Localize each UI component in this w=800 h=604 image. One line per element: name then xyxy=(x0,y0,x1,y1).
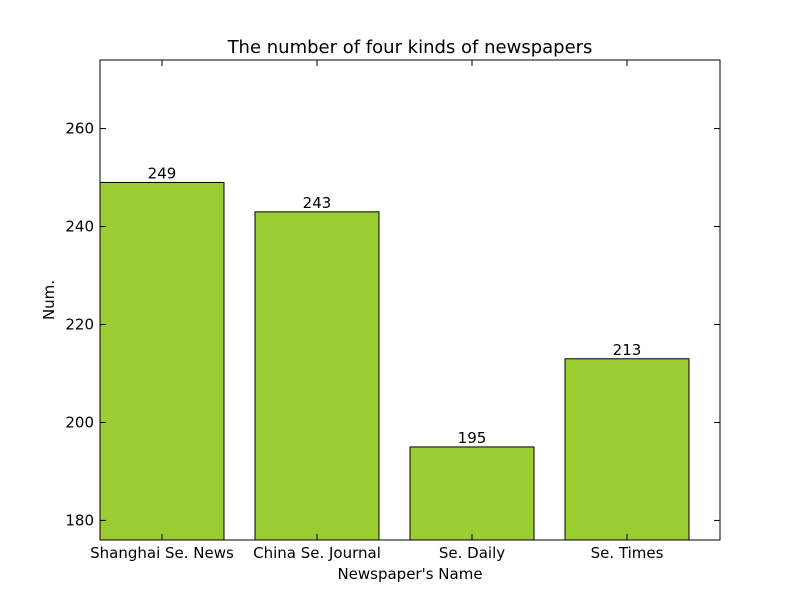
x-tick-label-3: Se. Daily xyxy=(439,544,505,562)
ticks-layer: Shanghai Se. News China Se. Journal Se. Da… xyxy=(65,60,720,562)
x-tick-label-2: China Se. Journal xyxy=(253,544,381,562)
chart-title: The number of four kinds of newspapers xyxy=(227,37,593,58)
y-tick-label-1: 180 xyxy=(65,511,94,529)
bar-4 xyxy=(564,358,690,541)
y-tick-label-3: 220 xyxy=(65,315,94,333)
bar-2 xyxy=(254,211,380,541)
y-tick-label-5: 260 xyxy=(65,120,94,138)
bar-value-label-4: 213 xyxy=(613,341,642,359)
y-axis-label: Num. xyxy=(40,280,58,320)
bars-layer: 249 243 195 213 xyxy=(99,164,690,541)
y-tick-label-4: 240 xyxy=(65,218,94,236)
y-tick-label-2: 200 xyxy=(65,413,94,431)
x-axis-label: Newspaper's Name xyxy=(337,565,482,583)
bar-value-label-3: 195 xyxy=(458,429,487,447)
bar-1 xyxy=(99,181,225,541)
plot-frame xyxy=(99,59,721,541)
bar-3 xyxy=(409,446,535,541)
bar-value-label-1: 249 xyxy=(148,164,177,182)
x-tick-label-1: Shanghai Se. News xyxy=(90,544,234,562)
bar-value-label-2: 243 xyxy=(303,194,332,212)
x-tick-label-4: Se. Times xyxy=(591,544,664,562)
